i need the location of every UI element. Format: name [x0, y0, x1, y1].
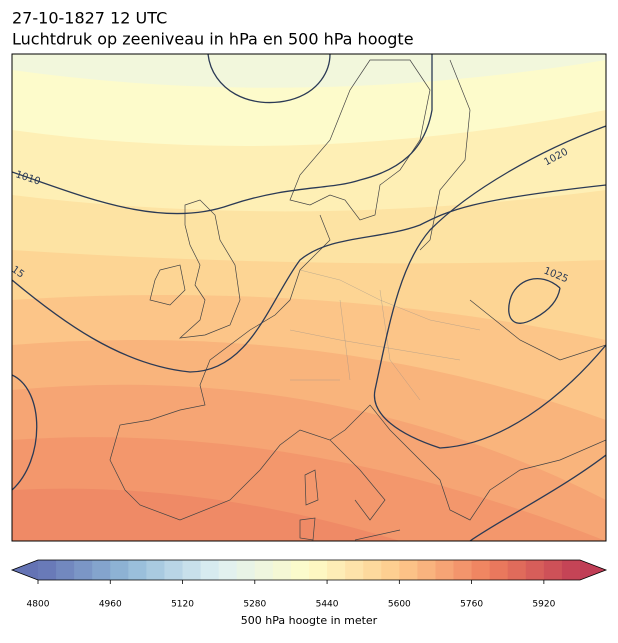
colorbar-block	[489, 560, 509, 580]
colorbar-extend	[12, 560, 38, 580]
colorbar-block	[146, 560, 165, 580]
colorbar: 4800 4960 5120 5280 5440 5600 5760 5920	[10, 559, 608, 610]
colorbar-tick-label: 5920	[532, 600, 555, 610]
isobar	[207, 54, 331, 104]
colorbar-block	[56, 560, 75, 580]
colorbar-extend	[580, 560, 606, 580]
title: 27-10-1827 12 UTC	[12, 9, 167, 28]
isobar	[508, 278, 561, 324]
colorbar-block	[128, 560, 147, 580]
colorbar-tick-label: 5280	[243, 600, 266, 610]
colorbar-block	[218, 560, 238, 580]
isobar	[12, 184, 606, 373]
colorbar-label: 500 hPa hoogte in meter	[241, 614, 378, 627]
colorbar-block	[74, 560, 93, 580]
colorbar-block	[182, 560, 202, 580]
colorbar-block	[471, 560, 491, 580]
colorbar-block	[236, 560, 256, 580]
isobar	[12, 374, 38, 491]
colorbar-block	[110, 560, 129, 580]
colorbar-block	[435, 560, 455, 580]
colorbar-tick-label: 5760	[460, 600, 483, 610]
colorbar-block	[164, 560, 184, 580]
colorbar-block	[38, 560, 57, 580]
colorbar-tick-label: 4800	[27, 600, 50, 610]
colorbar-tick-label: 4960	[99, 600, 122, 610]
colorbar-block	[507, 560, 527, 580]
band	[12, 488, 400, 541]
map: 1010 1020 1025 15	[9, 54, 606, 541]
colorbar-block	[381, 560, 400, 580]
colorbar-tick-label: 5440	[316, 600, 339, 610]
isobar	[373, 125, 606, 449]
coastline	[299, 469, 401, 541]
colorbar-block	[92, 560, 111, 580]
coastline	[178, 199, 241, 339]
colorbar-block	[290, 560, 310, 580]
colorbar-block	[363, 560, 382, 580]
colorbar-block	[399, 560, 418, 580]
colorbar-block	[272, 560, 292, 580]
coastline	[109, 59, 606, 521]
colorbar-block	[254, 560, 274, 580]
colorbar-block	[417, 560, 436, 580]
isobar	[469, 454, 606, 541]
coastline	[149, 264, 186, 306]
colorbar-block	[345, 560, 364, 580]
border	[289, 269, 481, 401]
colorbar-frame	[10, 559, 608, 581]
subtitle: Luchtdruk op zeeniveau in hPa en 500 hPa…	[12, 30, 414, 49]
colorbar-block	[327, 560, 346, 580]
colorbar-block	[309, 560, 328, 580]
colorbar-tick-label: 5600	[388, 600, 411, 610]
isobar	[12, 54, 433, 215]
isobar-label: 15	[9, 264, 26, 280]
colorbar-block	[561, 560, 581, 580]
map-frame	[11, 53, 607, 542]
colorbar-block	[200, 560, 220, 580]
colorbar-block	[543, 560, 563, 580]
colorbar-block	[525, 560, 545, 580]
colorbar-block	[453, 560, 473, 580]
colorbar-tick-label: 5120	[171, 600, 194, 610]
